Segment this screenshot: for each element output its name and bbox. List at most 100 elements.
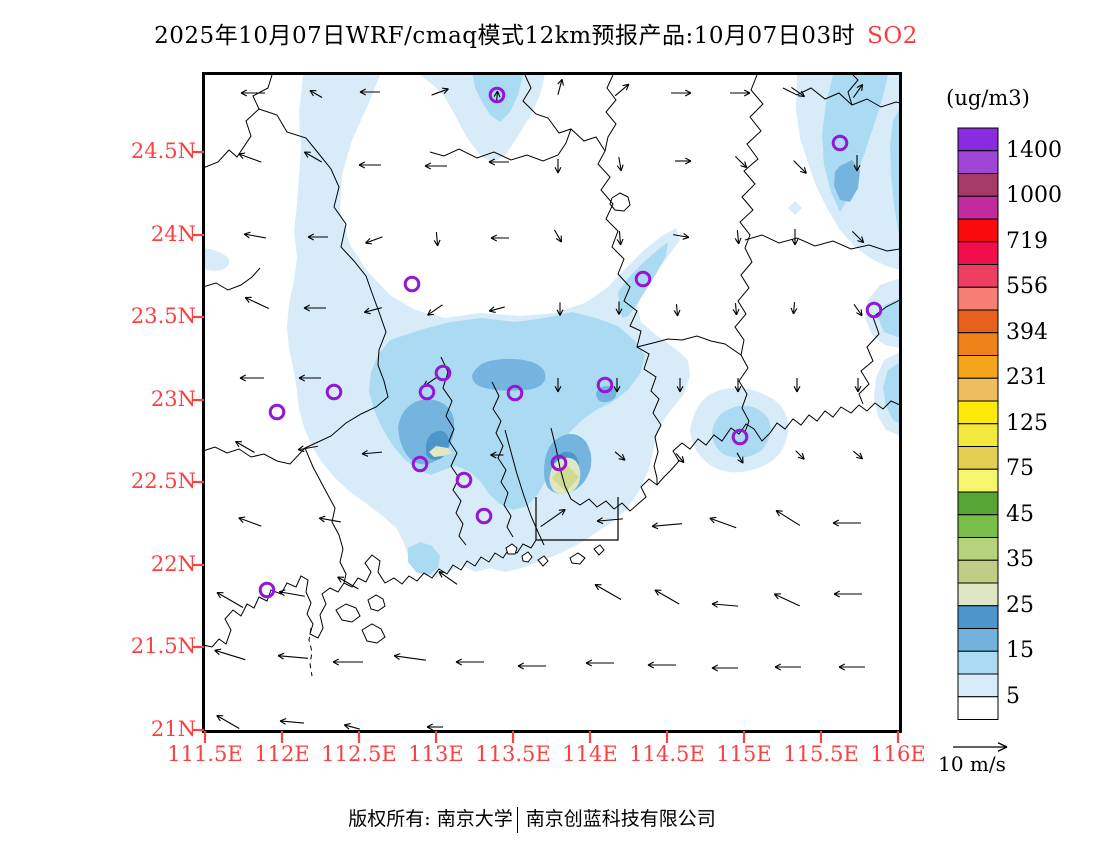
lat-axis-label: 21N: [150, 717, 196, 741]
wind-arrow: [216, 714, 240, 729]
wind-arrow: [365, 236, 383, 245]
colorbar-label: 75: [1006, 456, 1034, 482]
station-marker: [731, 428, 749, 446]
wind-arrow: [277, 652, 308, 660]
map-title: 2025年10月07日WRF/cmaq模式12km预报产品:10月07日03时 S…: [0, 16, 1086, 50]
concentration-fill: [429, 446, 452, 457]
wind-arrow: [838, 663, 865, 671]
wind-arrow: [359, 88, 380, 96]
colorbar-label: 719: [1006, 228, 1048, 254]
map-layers: [205, 75, 899, 730]
station-marker: [325, 383, 343, 401]
copyright-footer: 版权所有: 南京大学 南京创蓝科技有限公司: [0, 804, 1082, 833]
concentration-fill: [408, 542, 440, 576]
map-frame: [202, 72, 902, 733]
wind-arrow: [438, 571, 458, 585]
boundary-line: [429, 128, 572, 162]
wind-arrow: [732, 302, 740, 316]
wind-arrow: [309, 89, 323, 98]
wind-arrow: [647, 661, 676, 669]
wind-arrow: [833, 590, 862, 598]
wind-arrow: [337, 576, 359, 590]
wind-arrow: [853, 303, 863, 317]
boundary-line: [308, 627, 313, 677]
wind-arrow: [239, 374, 264, 382]
lat-axis-label: 21.5N: [130, 634, 196, 658]
wind-arrow: [243, 231, 266, 239]
colorbar-swatch: [957, 332, 999, 356]
wind-arrow: [556, 302, 564, 316]
wind-arrow: [216, 591, 244, 608]
wind-arrow: [244, 296, 270, 309]
colorbar-swatch: [957, 309, 999, 334]
lon-axis-label: 116E: [870, 742, 926, 766]
wind-arrow: [488, 158, 509, 166]
colorbar-unit: (ug/m3): [946, 86, 1030, 110]
wind-arrow: [307, 233, 328, 241]
colorbar-label: 5: [1006, 683, 1020, 709]
station-marker: [403, 275, 421, 293]
station-marker: [418, 383, 436, 401]
wind-arrow: [793, 378, 801, 393]
wind-arrow: [235, 440, 255, 453]
wind-arrow: [774, 663, 801, 671]
wind-arrow: [214, 648, 246, 661]
colorbar-swatch: [957, 468, 999, 493]
colorbar-swatch: [957, 241, 999, 265]
wind-arrow: [490, 234, 509, 242]
station-marker: [258, 581, 276, 599]
station-marker: [831, 134, 849, 152]
lat-axis-label: 22.5N: [130, 469, 196, 493]
wind-arrow: [594, 583, 622, 600]
boundary-line: [744, 234, 899, 252]
wind-arrow: [585, 659, 614, 667]
colorbar-label: 25: [1006, 592, 1034, 618]
wind-arrow: [238, 516, 262, 527]
wind-arrow: [554, 229, 563, 243]
colorbar-swatch: [957, 514, 999, 538]
colorbar-label: 15: [1006, 638, 1034, 664]
lon-axis-label: 113.5E: [475, 742, 551, 766]
wind-arrow: [793, 160, 807, 174]
colorbar-swatch: [957, 127, 999, 152]
lat-axis-label: 24N: [150, 222, 196, 246]
station-marker: [455, 471, 473, 489]
wind-arrow: [540, 508, 566, 528]
wind-scale-arrow: [953, 742, 1008, 752]
wind-arrow: [426, 723, 443, 730]
station-marker: [488, 86, 506, 104]
station-marker: [596, 376, 614, 394]
wind-arrow: [832, 519, 861, 527]
station-marker: [865, 301, 883, 319]
colorbar-swatch: [957, 286, 999, 311]
wind-arrow: [279, 718, 305, 725]
boundary-line: [258, 108, 389, 449]
wind-arrow: [303, 151, 322, 163]
colorbar-swatch: [957, 264, 999, 288]
wind-arrow: [675, 157, 692, 165]
lon-axis-label: 115E: [716, 742, 772, 766]
boundary-line: [636, 335, 742, 356]
concentration-fill: [890, 109, 899, 234]
colorbar-label: 1400: [1006, 137, 1062, 163]
boundary-line: [205, 446, 347, 584]
colorbar-label: 231: [1006, 365, 1048, 391]
colorbar-swatch: [957, 377, 999, 402]
lon-axis-label: 115.5E: [783, 742, 859, 766]
wind-arrow: [358, 161, 381, 169]
lat-axis-label: 22N: [150, 552, 196, 576]
colorbar-swatch: [957, 150, 999, 174]
colorbar-swatch: [957, 218, 999, 243]
boundary-line: [205, 267, 261, 291]
colorbar-label: 394: [1006, 319, 1048, 345]
colorbar-swatch: [957, 173, 999, 197]
colorbar-label: 1000: [1006, 183, 1062, 209]
island-outline: [367, 594, 386, 612]
boundary-line: [609, 192, 631, 212]
wind-arrow: [854, 378, 862, 393]
island-outline: [569, 552, 586, 565]
colorbar-swatch: [957, 446, 999, 470]
nested-domain-box: [535, 497, 619, 541]
wind-arrow: [654, 589, 680, 605]
